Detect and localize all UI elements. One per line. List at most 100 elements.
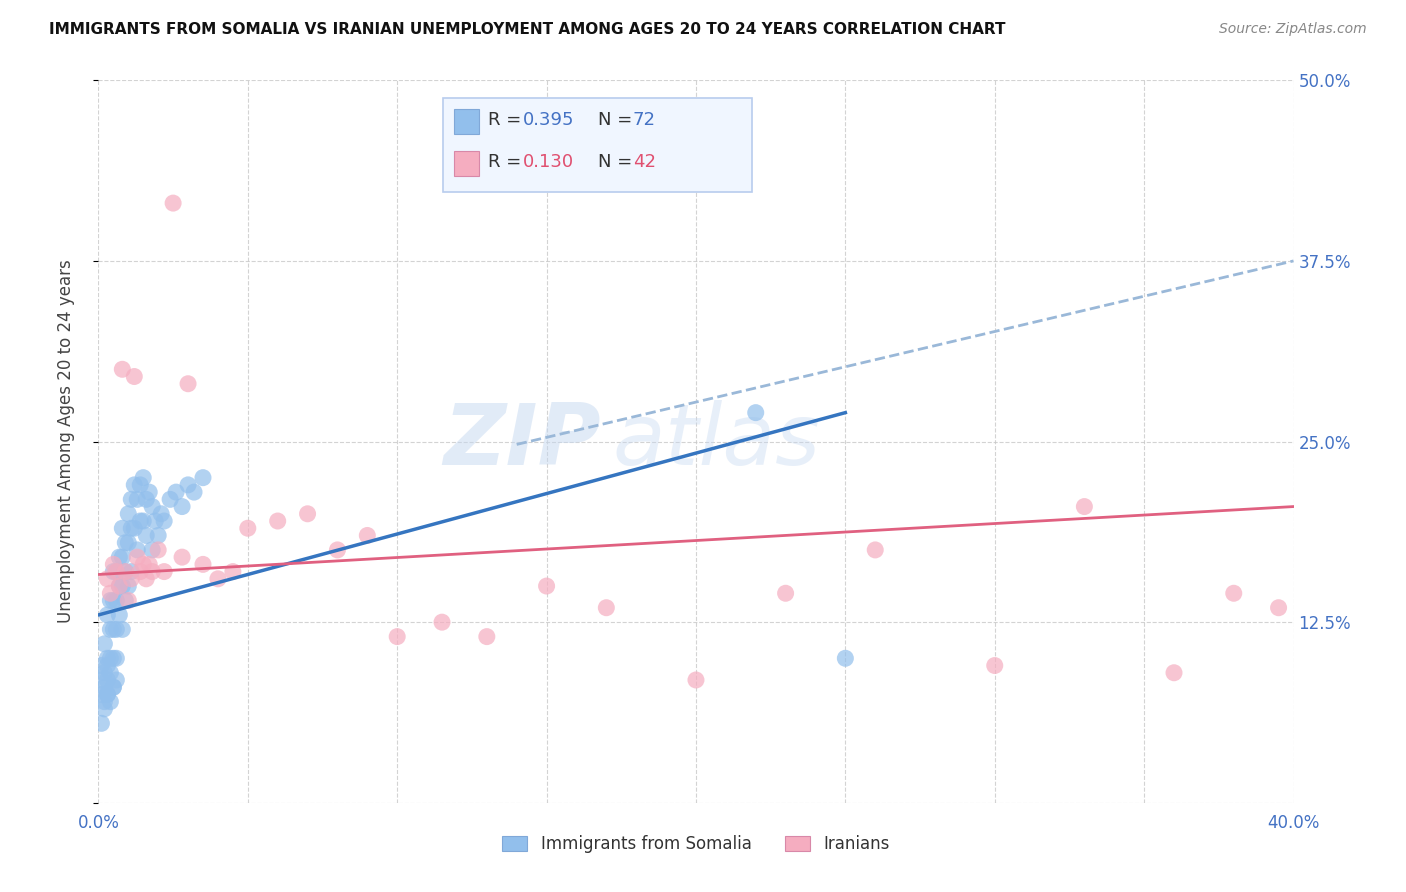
Point bbox=[1267, 600, 1289, 615]
Point bbox=[141, 565, 163, 579]
Point bbox=[141, 500, 163, 514]
Text: IMMIGRANTS FROM SOMALIA VS IRANIAN UNEMPLOYMENT AMONG AGES 20 TO 24 YEARS CORREL: IMMIGRANTS FROM SOMALIA VS IRANIAN UNEMP… bbox=[49, 22, 1005, 37]
Text: ZIP: ZIP bbox=[443, 400, 600, 483]
Point bbox=[356, 528, 378, 542]
Point bbox=[148, 528, 170, 542]
Point bbox=[90, 673, 112, 687]
Point bbox=[111, 362, 134, 376]
Point bbox=[685, 673, 707, 687]
Point bbox=[93, 695, 115, 709]
Point bbox=[103, 651, 125, 665]
Point bbox=[536, 579, 558, 593]
Point bbox=[105, 565, 128, 579]
Point bbox=[183, 485, 205, 500]
Point bbox=[96, 687, 118, 701]
Text: N =: N = bbox=[598, 153, 637, 171]
Point bbox=[153, 565, 176, 579]
Point bbox=[129, 514, 152, 528]
Text: R =: R = bbox=[488, 153, 527, 171]
Point bbox=[96, 651, 118, 665]
Point bbox=[117, 593, 139, 607]
Point bbox=[191, 558, 214, 572]
Text: 0.395: 0.395 bbox=[523, 112, 575, 129]
Point bbox=[114, 593, 136, 607]
Point bbox=[430, 615, 453, 630]
Point bbox=[177, 376, 200, 391]
Point bbox=[148, 542, 170, 557]
Point bbox=[90, 687, 112, 701]
Text: 42: 42 bbox=[633, 153, 655, 171]
Point bbox=[150, 507, 173, 521]
Point bbox=[93, 637, 115, 651]
Point bbox=[127, 542, 149, 557]
Y-axis label: Unemployment Among Ages 20 to 24 years: Unemployment Among Ages 20 to 24 years bbox=[56, 260, 75, 624]
Point bbox=[124, 521, 146, 535]
Point bbox=[98, 593, 122, 607]
Point bbox=[120, 521, 142, 535]
Text: N =: N = bbox=[598, 112, 637, 129]
Point bbox=[1073, 500, 1095, 514]
Point bbox=[120, 565, 142, 579]
Point bbox=[90, 658, 112, 673]
Point bbox=[236, 521, 259, 535]
Point bbox=[111, 623, 134, 637]
Point bbox=[93, 665, 115, 680]
Point bbox=[120, 572, 142, 586]
Point bbox=[117, 507, 139, 521]
Point bbox=[127, 550, 149, 565]
Point bbox=[135, 572, 157, 586]
Point bbox=[103, 680, 125, 694]
Point bbox=[159, 492, 181, 507]
Point bbox=[103, 558, 125, 572]
Legend: Immigrants from Somalia, Iranians: Immigrants from Somalia, Iranians bbox=[496, 828, 896, 860]
Point bbox=[103, 680, 125, 694]
Point bbox=[138, 485, 160, 500]
Point bbox=[775, 586, 797, 600]
Point bbox=[1163, 665, 1185, 680]
Point bbox=[117, 579, 139, 593]
Point bbox=[108, 579, 131, 593]
Point bbox=[93, 702, 115, 716]
Point bbox=[865, 542, 887, 557]
Point bbox=[153, 514, 176, 528]
Point bbox=[120, 492, 142, 507]
Point bbox=[124, 369, 146, 384]
Point bbox=[135, 492, 157, 507]
Point bbox=[98, 586, 122, 600]
Point bbox=[297, 507, 319, 521]
Point bbox=[105, 593, 128, 607]
Point bbox=[111, 521, 134, 535]
Point bbox=[111, 550, 134, 565]
Point bbox=[595, 600, 617, 615]
Point bbox=[129, 478, 152, 492]
Point bbox=[117, 535, 139, 549]
Text: Source: ZipAtlas.com: Source: ZipAtlas.com bbox=[1219, 22, 1367, 37]
Point bbox=[108, 550, 131, 565]
Text: 0.130: 0.130 bbox=[523, 153, 574, 171]
Point bbox=[475, 630, 498, 644]
Point bbox=[96, 673, 118, 687]
Point bbox=[103, 623, 125, 637]
Text: 72: 72 bbox=[633, 112, 655, 129]
Point bbox=[191, 470, 214, 484]
Point bbox=[207, 572, 229, 586]
Point bbox=[267, 514, 290, 528]
Point bbox=[172, 500, 194, 514]
Text: atlas: atlas bbox=[613, 400, 820, 483]
Point bbox=[326, 542, 349, 557]
Point bbox=[108, 579, 131, 593]
Point bbox=[132, 558, 155, 572]
Point bbox=[98, 665, 122, 680]
Point bbox=[108, 607, 131, 622]
Point bbox=[103, 565, 125, 579]
Point bbox=[90, 716, 112, 731]
Point bbox=[132, 470, 155, 484]
Point bbox=[1223, 586, 1246, 600]
Point bbox=[129, 565, 152, 579]
Point bbox=[105, 651, 128, 665]
Point bbox=[93, 680, 115, 694]
Point bbox=[103, 593, 125, 607]
Point bbox=[222, 565, 245, 579]
Point bbox=[834, 651, 856, 665]
Point bbox=[162, 196, 184, 211]
